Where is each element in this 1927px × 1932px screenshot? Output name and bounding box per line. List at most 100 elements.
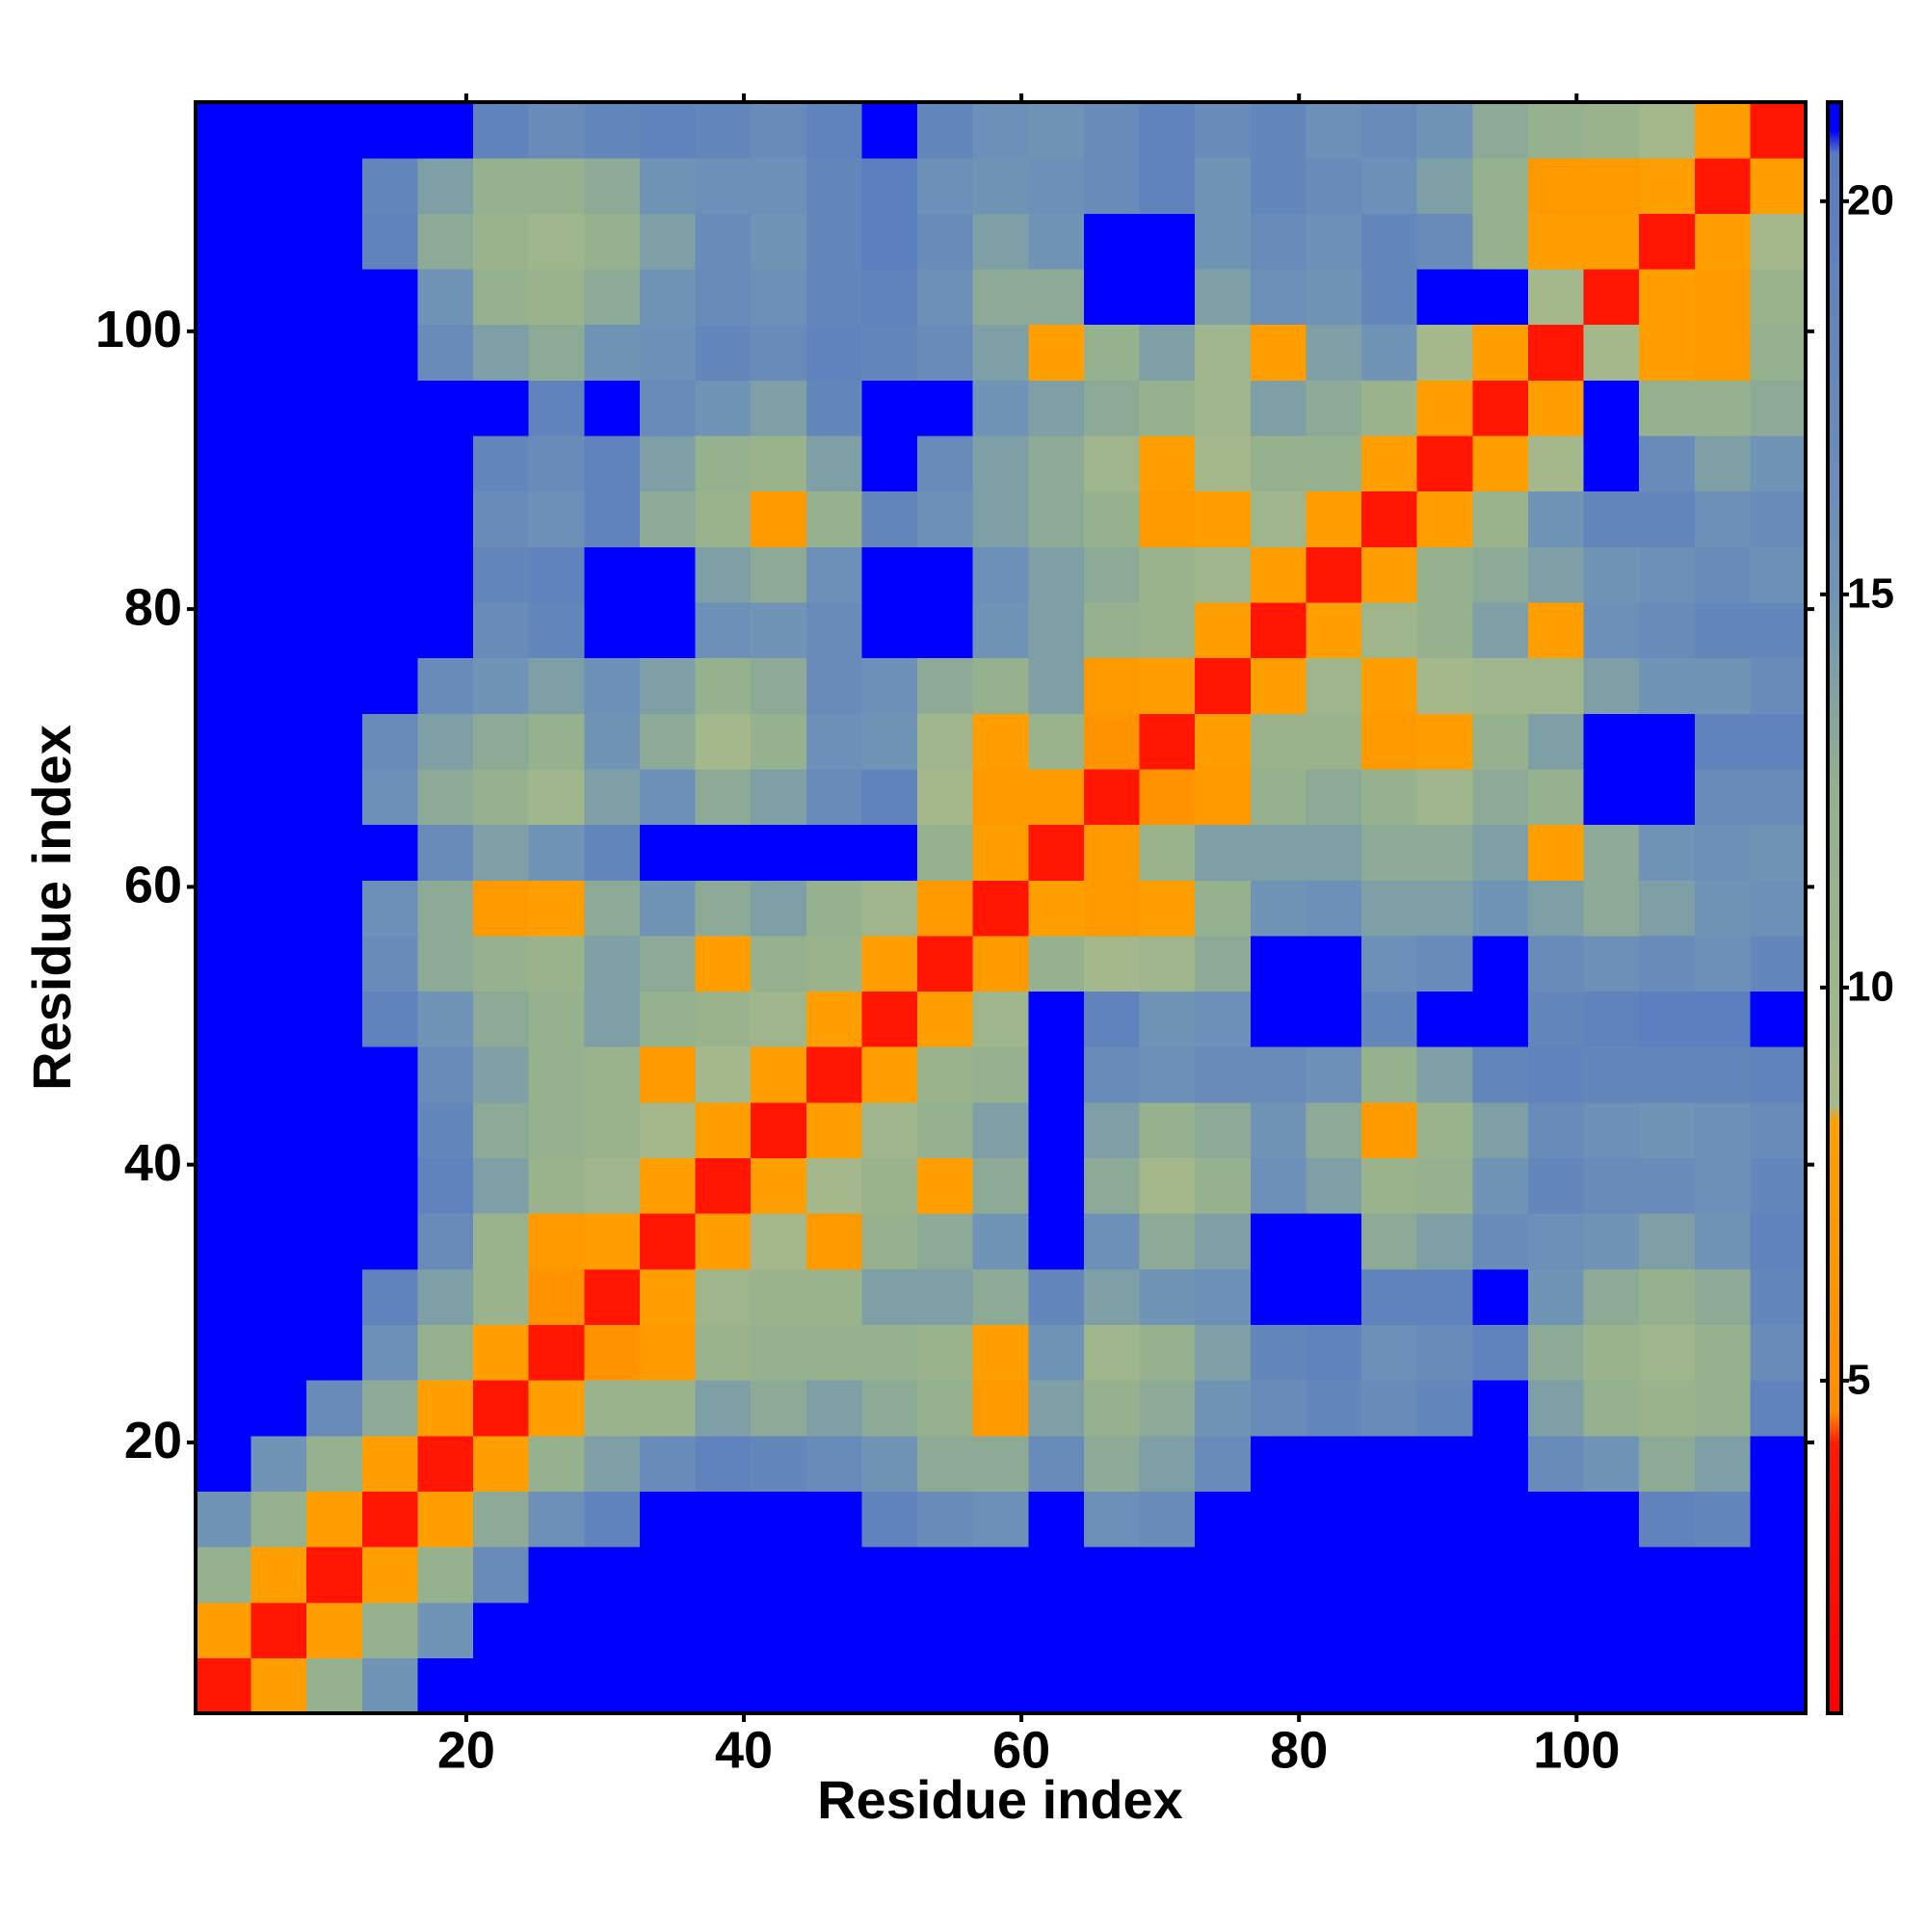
- heatmap-cell: [751, 1491, 807, 1548]
- heatmap-cell: [1416, 1046, 1473, 1103]
- heatmap-cell: [1195, 768, 1252, 826]
- heatmap-cell: [805, 546, 863, 603]
- heatmap-cell: [1361, 657, 1418, 714]
- heatmap-cell: [1250, 1601, 1307, 1658]
- heatmap-cell: [1639, 1157, 1696, 1214]
- heatmap-cell: [417, 380, 474, 437]
- heatmap-cell: [751, 768, 807, 826]
- heatmap-cell: [695, 824, 752, 881]
- heatmap-cell: [1750, 657, 1807, 714]
- heatmap-cell: [1306, 1657, 1362, 1714]
- heatmap-cell: [805, 935, 863, 992]
- heatmap-cell: [1361, 435, 1418, 492]
- heatmap-cell: [196, 601, 252, 659]
- colorbar-tick-label: 5: [1847, 1356, 1870, 1403]
- heatmap-cell: [917, 1601, 974, 1658]
- colorbar: [1826, 100, 1843, 1715]
- heatmap-cell: [361, 1157, 419, 1214]
- heatmap-cell: [584, 713, 641, 770]
- heatmap-cell: [639, 1046, 697, 1103]
- heatmap-cell: [251, 1268, 307, 1326]
- heatmap-cell: [1361, 1157, 1418, 1214]
- heatmap-cell: [751, 1380, 807, 1437]
- heatmap-cell: [1639, 1601, 1696, 1658]
- heatmap-cell: [1416, 880, 1473, 937]
- heatmap-cell: [1028, 490, 1085, 547]
- heatmap-cell: [1583, 1324, 1640, 1381]
- heatmap-cell: [917, 1547, 974, 1603]
- heatmap-cell: [1139, 268, 1196, 326]
- heatmap-cell: [639, 1491, 697, 1548]
- heatmap-cell: [695, 546, 752, 603]
- heatmap-cell: [196, 1046, 252, 1103]
- heatmap-cell: [751, 490, 807, 547]
- heatmap-cell: [1750, 1491, 1807, 1548]
- heatmap-cell: [306, 991, 363, 1047]
- heatmap-cell: [1639, 324, 1696, 381]
- heatmap-cell: [1083, 1046, 1141, 1103]
- heatmap-cell: [1361, 1547, 1418, 1603]
- heatmap-cell: [1306, 880, 1362, 937]
- heatmap-cell: [1139, 1213, 1196, 1270]
- heatmap-cell: [972, 157, 1029, 214]
- heatmap-cell: [1527, 1491, 1585, 1548]
- heatmap-cell: [528, 601, 585, 659]
- heatmap-cell: [1527, 768, 1585, 826]
- heatmap-cell: [1139, 1657, 1196, 1714]
- heatmap-cell: [528, 1324, 585, 1381]
- heatmap-cell: [1527, 435, 1585, 492]
- heatmap-cell: [639, 1324, 697, 1381]
- heatmap-cell: [1472, 935, 1529, 992]
- heatmap-cell: [1527, 546, 1585, 603]
- heatmap-cell: [639, 880, 697, 937]
- heatmap-cell: [196, 213, 252, 270]
- heatmap-cell: [972, 768, 1029, 826]
- heatmap-cell: [1694, 546, 1751, 603]
- heatmap-cell: [1139, 880, 1196, 937]
- heatmap-cell: [361, 1491, 419, 1548]
- heatmap-cell: [361, 713, 419, 770]
- heatmap-cell: [751, 935, 807, 992]
- heatmap-cell: [972, 1657, 1029, 1714]
- heatmap-cell: [751, 1268, 807, 1326]
- heatmap-cell: [1416, 435, 1473, 492]
- heatmap-cell: [639, 1435, 697, 1492]
- heatmap-cell: [251, 490, 307, 547]
- heatmap-cell: [1750, 157, 1807, 214]
- heatmap-cell: [1139, 991, 1196, 1047]
- heatmap-cell: [1416, 1547, 1473, 1603]
- heatmap-cell: [1195, 601, 1252, 659]
- heatmap-cell: [1361, 324, 1418, 381]
- heatmap-cell: [1583, 546, 1640, 603]
- heatmap-cell: [695, 1601, 752, 1658]
- heatmap-cell: [251, 1101, 307, 1159]
- heatmap-cell: [861, 157, 918, 214]
- heatmap-cell: [528, 1101, 585, 1159]
- heatmap-cell: [1583, 102, 1640, 159]
- heatmap-cell: [1639, 713, 1696, 770]
- heatmap-cell: [251, 1213, 307, 1270]
- heatmap-cell: [528, 713, 585, 770]
- heatmap-cell: [1139, 1601, 1196, 1658]
- heatmap-cell: [1306, 268, 1362, 326]
- heatmap-cell: [1416, 768, 1473, 826]
- heatmap-cell: [861, 824, 918, 881]
- heatmap-cell: [639, 601, 697, 659]
- heatmap-cell: [306, 601, 363, 659]
- heatmap-cell: [1750, 1601, 1807, 1658]
- heatmap-cell: [805, 824, 863, 881]
- heatmap-cell: [1583, 1046, 1640, 1103]
- heatmap-cell: [695, 1046, 752, 1103]
- heatmap-cell: [1750, 768, 1807, 826]
- heatmap-cell: [1527, 1046, 1585, 1103]
- heatmap-cell: [473, 1547, 530, 1603]
- heatmap-cell: [1639, 657, 1696, 714]
- heatmap-cell: [861, 880, 918, 937]
- heatmap-cell: [1639, 1380, 1696, 1437]
- heatmap-cell: [1083, 1380, 1141, 1437]
- heatmap-cell: [417, 1324, 474, 1381]
- heatmap-cell: [473, 1491, 530, 1548]
- heatmap-cell: [584, 991, 641, 1047]
- heatmap-cell: [417, 1213, 474, 1270]
